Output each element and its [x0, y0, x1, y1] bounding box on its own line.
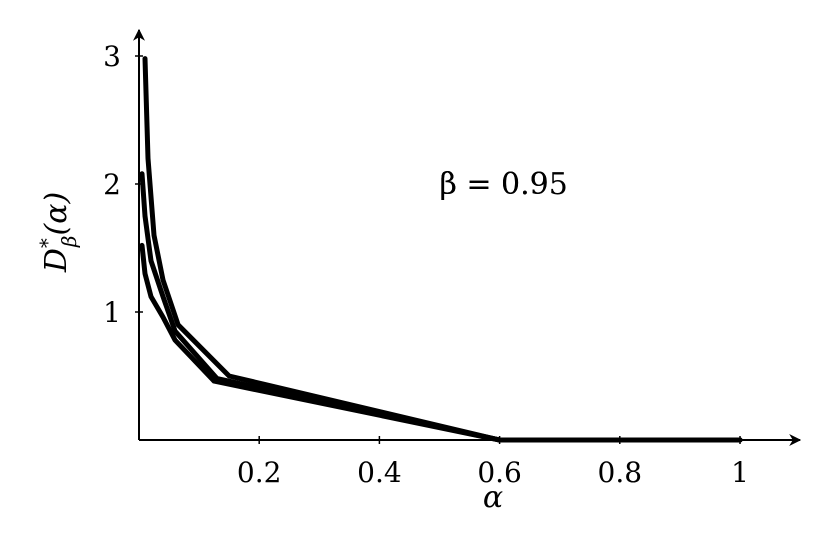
- series-group: [139, 56, 743, 443]
- y-axis-label-text: D*β(α): [35, 192, 81, 273]
- x-tick-label: 1: [731, 456, 749, 489]
- annotation-label: β = 0.9: [440, 167, 549, 202]
- y-tick-label: 2: [103, 168, 121, 201]
- x-tick-label: 0.8: [598, 456, 643, 489]
- tick-group: 0.2 0.4 0.6 0.8 1 1 2 3: [103, 40, 749, 489]
- series-line: [139, 242, 743, 443]
- annotation-label: β = 0.95: [440, 167, 568, 202]
- y-tick-label: 3: [103, 40, 121, 73]
- x-tick-label: 0.2: [237, 456, 282, 489]
- y-tick-label: 1: [103, 296, 121, 329]
- x-tick-label: 0.6: [477, 456, 522, 489]
- x-axis-label: α: [483, 480, 503, 515]
- series-line: [142, 56, 743, 443]
- series-line: [139, 171, 743, 443]
- y-axis-label: D*β(α): [35, 192, 81, 273]
- annotation-group: β = 0.9β = 0.95: [440, 167, 568, 202]
- x-tick-label: 0.4: [357, 456, 402, 489]
